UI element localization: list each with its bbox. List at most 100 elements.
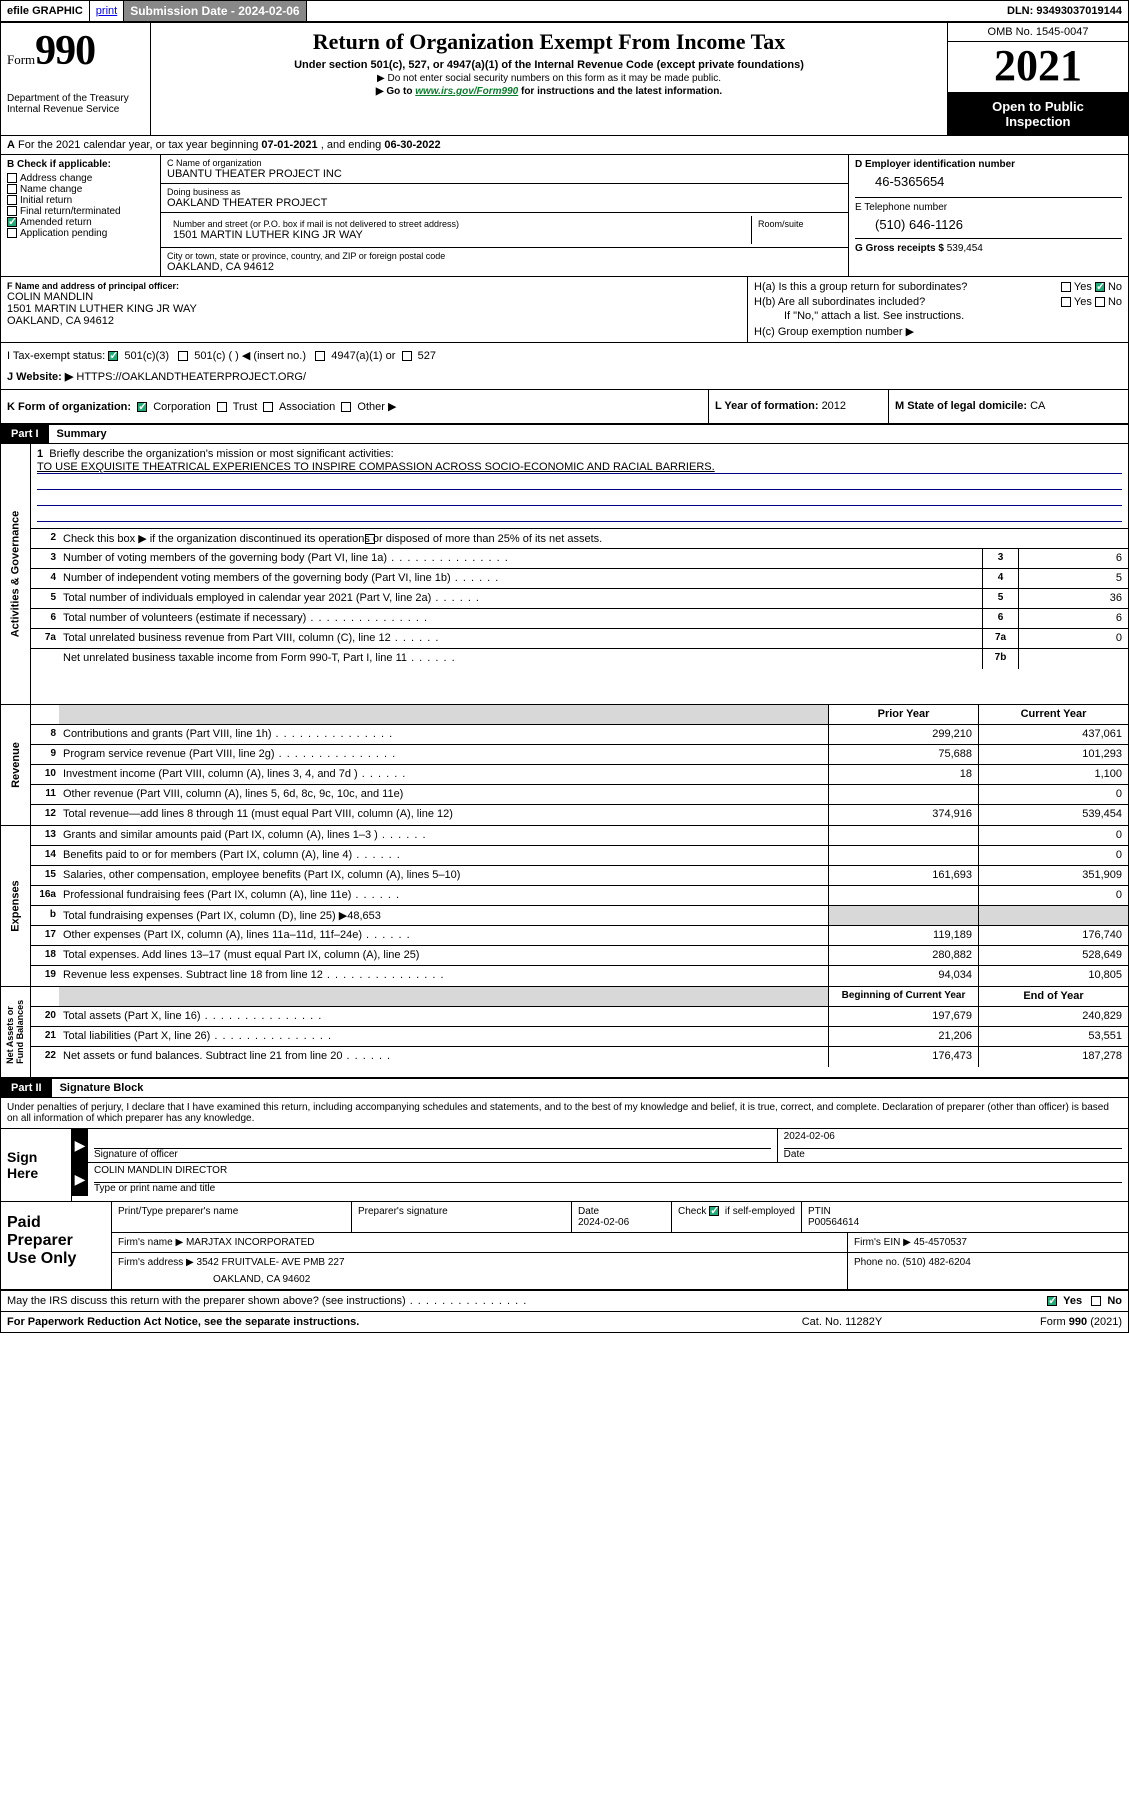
- chk-discuss-no[interactable]: [1091, 1296, 1101, 1306]
- section-revenue: Revenue Prior Year Current Year 8Contrib…: [1, 705, 1128, 826]
- penalty-statement: Under penalties of perjury, I declare th…: [1, 1098, 1128, 1129]
- section-c: C Name of organization UBANTU THEATER PR…: [161, 155, 848, 276]
- line-19: Revenue less expenses. Subtract line 18 …: [59, 966, 828, 986]
- chk-discuss-yes[interactable]: [1047, 1296, 1057, 1306]
- section-b-checkboxes: B Check if applicable: Address change Na…: [1, 155, 161, 276]
- c19: 10,805: [978, 966, 1128, 986]
- chk-corporation[interactable]: [137, 402, 147, 412]
- irs-discuss-row: May the IRS discuss this return with the…: [1, 1291, 1128, 1312]
- chk-501c3[interactable]: [108, 351, 118, 361]
- c-street-label: Number and street (or P.O. box if mail i…: [173, 219, 745, 229]
- ha-no[interactable]: [1095, 282, 1105, 292]
- street-address: 1501 MARTIN LUTHER KING JR WAY: [173, 229, 745, 241]
- part-1-header: Part I Summary: [1, 425, 1128, 444]
- chk-association[interactable]: [263, 402, 273, 412]
- print-link-cell: print: [90, 1, 124, 21]
- side-exp: Expenses: [10, 880, 22, 931]
- chk-final-return[interactable]: Final return/terminated: [7, 206, 154, 217]
- sign-here-label: SignHere: [1, 1129, 71, 1201]
- sign-date: 2024-02-06: [784, 1131, 1122, 1149]
- section-h: H(a) Is this a group return for subordin…: [748, 277, 1128, 342]
- topbar-spacer: [307, 1, 1001, 21]
- efile-label: efile GRAPHIC: [1, 1, 90, 21]
- irs-discuss-q: May the IRS discuss this return with the…: [7, 1295, 942, 1307]
- c-city-label: City or town, state or province, country…: [167, 251, 842, 261]
- firm-addr2: OAKLAND, CA 94602: [118, 1274, 841, 1285]
- c18: 528,649: [978, 946, 1128, 965]
- line-7b: Net unrelated business taxable income fr…: [59, 649, 982, 669]
- line-22: Net assets or fund balances. Subtract li…: [59, 1047, 828, 1067]
- i-tax-exempt: I Tax-exempt status: 501(c)(3) 501(c) ( …: [7, 349, 1122, 362]
- line-10: Investment income (Part VIII, column (A)…: [59, 765, 828, 784]
- subtitle-2: ▶ Do not enter social security numbers o…: [159, 73, 939, 84]
- ptin-value: P00564614: [808, 1217, 859, 1228]
- line-1-mission: 1 Briefly describe the organization's mi…: [31, 444, 1128, 528]
- chk-amended-return[interactable]: Amended return: [7, 217, 154, 228]
- prep-date-label: Date: [578, 1206, 599, 1217]
- ha-yes[interactable]: [1061, 282, 1071, 292]
- line-9: Program service revenue (Part VIII, line…: [59, 745, 828, 764]
- officer-print-name: COLIN MANDLIN DIRECTOR: [94, 1165, 1122, 1183]
- chk-self-employed[interactable]: [709, 1206, 719, 1216]
- signature-of-officer-label: Signature of officer: [94, 1149, 771, 1160]
- line-3: Number of voting members of the governin…: [59, 549, 982, 568]
- chk-application-pending[interactable]: Application pending: [7, 228, 154, 239]
- officer-addr1: 1501 MARTIN LUTHER KING JR WAY: [7, 303, 741, 315]
- hc-label: H(c) Group exemption number ▶: [754, 325, 1122, 338]
- side-na: Net Assets orFund Balances: [6, 1000, 26, 1064]
- hb-no[interactable]: [1095, 297, 1105, 307]
- c8: 437,061: [978, 725, 1128, 744]
- chk-name-change[interactable]: Name change: [7, 184, 154, 195]
- part-2-header: Part II Signature Block: [1, 1079, 1128, 1098]
- p12: 374,916: [828, 805, 978, 825]
- p17: 119,189: [828, 926, 978, 945]
- firm-addr1: 3542 FRUITVALE- AVE PMB 227: [197, 1257, 345, 1268]
- print-link[interactable]: print: [96, 5, 117, 17]
- line-20: Total assets (Part X, line 16): [59, 1007, 828, 1026]
- chk-line2[interactable]: [365, 534, 375, 544]
- line-17: Other expenses (Part IX, column (A), lin…: [59, 926, 828, 945]
- return-title: Return of Organization Exempt From Incom…: [159, 29, 939, 55]
- chk-address-change[interactable]: Address change: [7, 173, 154, 184]
- chk-trust[interactable]: [217, 402, 227, 412]
- form-number: Form990: [7, 27, 144, 75]
- city-state-zip: OAKLAND, CA 94612: [167, 261, 842, 273]
- irs-link[interactable]: www.irs.gov/Form990: [415, 86, 518, 97]
- p18: 280,882: [828, 946, 978, 965]
- form-ref: Form 990 (2021): [942, 1316, 1122, 1328]
- firm-ein: 45-4570537: [914, 1237, 967, 1248]
- website-url: HTTPS://OAKLANDTHEATERPROJECT.ORG/: [76, 371, 306, 383]
- chk-other[interactable]: [341, 402, 351, 412]
- hdr-prior-year: Prior Year: [828, 705, 978, 724]
- c17: 176,740: [978, 926, 1128, 945]
- ha-label: H(a) Is this a group return for subordin…: [754, 281, 967, 293]
- chk-527[interactable]: [402, 351, 412, 361]
- chk-4947[interactable]: [315, 351, 325, 361]
- subtitle-3: ▶ Go to www.irs.gov/Form990 for instruct…: [159, 86, 939, 97]
- pra-notice: For Paperwork Reduction Act Notice, see …: [7, 1316, 742, 1328]
- arrow-icon: ▶: [72, 1129, 88, 1162]
- officer-name: COLIN MANDLIN: [7, 291, 741, 303]
- header-left: Form990 Department of the Treasury Inter…: [1, 23, 151, 135]
- paid-preparer-label: PaidPreparerUse Only: [1, 1202, 111, 1289]
- d-ein-label: D Employer identification number: [855, 159, 1122, 170]
- mission-text: TO USE EXQUISITE THEATRICAL EXPERIENCES …: [37, 461, 715, 473]
- p10: 18: [828, 765, 978, 784]
- section-k: K Form of organization: Corporation Trus…: [1, 390, 708, 423]
- p19: 94,034: [828, 966, 978, 986]
- line-11: Other revenue (Part VIII, column (A), li…: [59, 785, 828, 804]
- firm-phone: (510) 482-6204: [902, 1257, 970, 1268]
- c-dba-label: Doing business as: [167, 187, 842, 197]
- sign-here-block: SignHere ▶ Signature of officer 2024-02-…: [1, 1129, 1128, 1202]
- prep-name-label: Print/Type preparer's name: [112, 1202, 352, 1232]
- c16a: 0: [978, 886, 1128, 905]
- line-7a: Total unrelated business revenue from Pa…: [59, 629, 982, 648]
- chk-501c[interactable]: [178, 351, 188, 361]
- f-label: F Name and address of principal officer:: [7, 281, 741, 291]
- room-suite-label: Room/suite: [758, 219, 836, 229]
- hb-yes[interactable]: [1061, 297, 1071, 307]
- chk-initial-return[interactable]: Initial return: [7, 195, 154, 206]
- p14: [828, 846, 978, 865]
- g-gross-label: G Gross receipts $: [855, 243, 944, 254]
- efile-topbar: efile GRAPHIC print Submission Date - 20…: [0, 0, 1129, 22]
